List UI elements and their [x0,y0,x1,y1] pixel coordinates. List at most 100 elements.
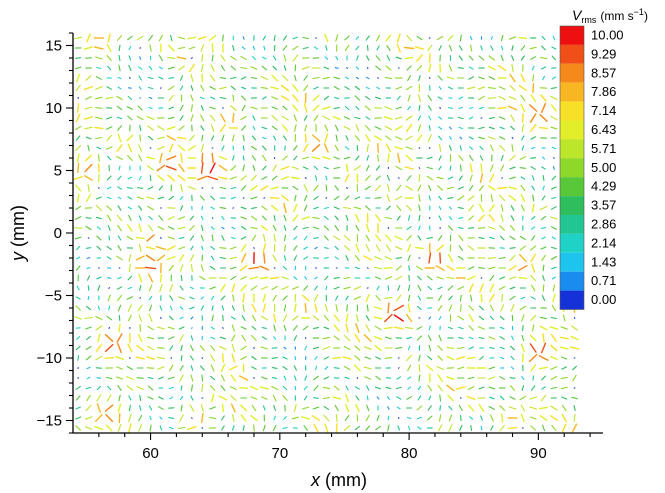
vector-arrow-1404 [437,384,443,392]
vector-arrow-1667 [500,154,504,162]
vector-arrow-618 [229,246,237,250]
vector-arrow-404 [180,385,183,391]
vector-arrow-984 [325,184,328,192]
vector-arrow-844 [294,385,297,391]
vector-arrow-1116 [355,66,360,70]
vector-arrow-461 [189,215,195,221]
vector-arrow-1787 [530,157,537,159]
vector-arrow-1758 [520,45,526,51]
vector-arrow-276 [138,66,143,70]
vector-arrow-551 [209,114,216,122]
vector-arrow-906 [302,166,309,170]
vector-arrow-365 [167,376,175,380]
colorbar-swatch [560,63,584,83]
vector-arrow-1611 [489,315,494,321]
vector-arrow-1709 [511,137,514,139]
vector-arrow-1398 [427,44,433,52]
vector-arrow-1747 [519,156,527,160]
vector-arrow-644 [239,387,249,389]
vector-arrow-281 [149,415,152,421]
vector-arrow-1836 [540,66,547,70]
vector-arrow-1129 [363,334,372,342]
vector-arrow-1571 [478,315,485,321]
vector-arrow-523 [210,393,215,403]
vector-arrow-806 [282,366,288,370]
vector-arrow-1472 [448,107,453,109]
vector-arrow-664 [241,185,247,191]
vector-arrow-360 [168,426,174,430]
vector-arrow-1169 [373,336,383,340]
vector-arrow-78 [83,46,94,50]
vector-arrow-987 [322,156,331,160]
vector-arrow-1624 [487,185,496,191]
vector-arrow-1832 [541,102,547,114]
vector-arrow-1252 [393,304,404,312]
vector-arrow-330 [156,326,165,330]
vector-arrow-1540 [468,227,475,229]
vector-arrow-795 [271,74,278,82]
vector-arrow-221 [128,214,132,222]
vector-arrow-691 [251,314,257,322]
vector-arrow-986 [323,166,329,170]
vector-arrow-1770 [532,324,535,332]
vector-arrow-1637 [488,55,496,61]
vector-arrow-512 [200,105,204,111]
vector-arrow-513 [199,96,205,100]
vector-arrow-435 [179,75,184,81]
vector-arrow-754 [260,87,268,89]
vector-arrow-212 [127,304,132,312]
vector-arrow-729 [261,336,267,340]
vector-arrow-572 [221,305,225,311]
vector-arrow-65 [83,175,94,181]
vector-arrow-290 [147,325,154,331]
vector-arrow-1200 [387,424,390,432]
vector-arrow-22 [75,205,82,211]
vector-arrow-800 [282,427,288,429]
vector-arrow-443 [190,395,194,401]
vector-arrow-1503 [457,195,465,201]
vector-arrow-619 [230,236,236,240]
vector-arrow-883 [303,395,308,401]
vector-arrow-1274 [395,86,403,90]
vector-arrow-879 [292,36,298,40]
vector-arrow-1065 [344,173,350,183]
vector-arrow-184 [117,186,123,190]
vector-arrow-87 [95,355,103,361]
vector-arrow-1221 [384,216,393,220]
vector-arrow-1045 [344,376,350,380]
vector-arrow-1642 [499,405,506,411]
vector-arrow-288 [147,345,155,351]
vector-arrow-1612 [489,304,494,312]
vector-arrow-1788 [531,146,536,150]
vector-arrow-1109 [354,135,360,141]
vector-arrow-868 [293,145,298,151]
vector-arrow-1055 [343,276,351,280]
vector-arrow-912 [303,103,308,113]
vector-arrow-168 [117,342,122,354]
vector-arrow-1064 [346,187,348,189]
vector-arrow-332 [159,305,163,311]
vector-arrow-666 [242,164,245,172]
vector-arrow-71 [83,116,94,120]
vector-arrow-144 [106,186,112,190]
vector-arrow-1827 [541,156,546,160]
vector-arrow-804 [282,385,288,391]
vector-arrow-426 [178,163,185,173]
vector-arrow-1050 [345,323,349,333]
vector-arrow-1878 [551,46,557,50]
vector-arrow-549 [211,135,215,141]
vector-arrow-1137 [363,255,373,261]
vector-arrow-658 [240,244,247,252]
vector-arrow-1803 [540,394,547,402]
vector-arrow-129 [104,334,114,342]
vector-arrow-1442 [448,405,453,411]
vector-arrow-606 [228,365,238,371]
vector-arrow-1479 [447,34,454,42]
vector-arrow-267 [138,154,143,162]
vector-arrow-24 [75,184,82,192]
vector-arrow-1188 [377,142,379,154]
vector-arrow-1237 [386,55,391,61]
vector-arrow-486 [199,365,205,371]
vector-arrow-654 [240,284,248,292]
vector-arrow-991 [322,115,331,121]
